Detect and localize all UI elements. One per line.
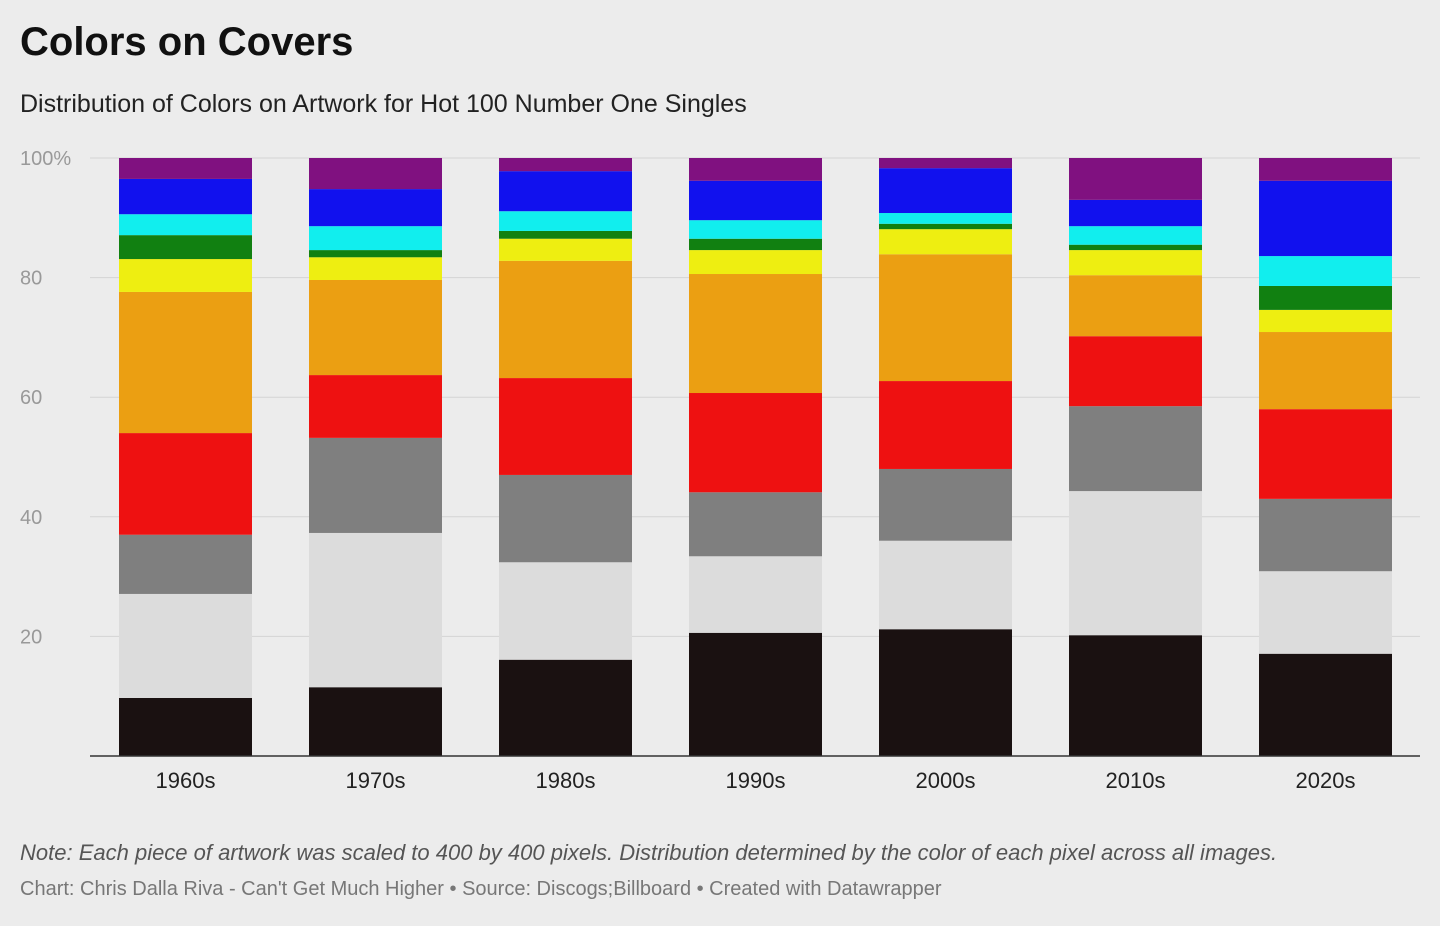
bar-segment-2010s-2 (1069, 406, 1202, 492)
y-tick-label: 60 (20, 387, 42, 409)
y-tick-label: 100% (20, 148, 71, 170)
bar-segment-2000s-6 (879, 223, 1012, 230)
bar-segment-2010s-8 (1069, 199, 1202, 227)
bar-segment-1970s-1 (309, 532, 442, 688)
bar-segment-2010s-3 (1069, 336, 1202, 407)
bar-segment-1970s-2 (309, 437, 442, 533)
bar-segment-1970s-3 (309, 375, 442, 438)
x-tick-label: 1970s (346, 768, 406, 793)
bar-segment-2010s-0 (1069, 635, 1202, 756)
bar-segment-1970s-8 (309, 189, 442, 227)
bar-segment-1990s-5 (689, 250, 822, 275)
bar-segment-1990s-3 (689, 393, 822, 493)
bar-segment-2000s-2 (879, 468, 1012, 541)
bar-segment-1980s-3 (499, 378, 632, 475)
bar-segment-2010s-9 (1069, 158, 1202, 200)
x-tick-label: 2020s (1296, 768, 1356, 793)
bar-segment-1990s-9 (689, 158, 822, 181)
x-tick-label: 1980s (536, 768, 596, 793)
bar-segment-1960s-4 (119, 291, 252, 434)
bar-segment-1980s-8 (499, 171, 632, 212)
bar-segment-2010s-6 (1069, 244, 1202, 251)
bar-segment-2020s-3 (1259, 409, 1392, 499)
bar-segment-1990s-2 (689, 492, 822, 557)
chart-note: Note: Each piece of artwork was scaled t… (20, 840, 1278, 865)
bar-segment-2000s-1 (879, 540, 1012, 630)
y-tick-label: 80 (20, 268, 42, 290)
chart-credits: Chart: Chris Dalla Riva - Can't Get Much… (20, 878, 942, 900)
x-tick-label: 2010s (1106, 768, 1166, 793)
bar-segment-2010s-7 (1069, 226, 1202, 245)
bar-segment-2000s-9 (879, 158, 1012, 169)
bar-segment-1970s-9 (309, 158, 442, 190)
bar-segment-1970s-0 (309, 687, 442, 756)
bar-segment-2000s-8 (879, 168, 1012, 214)
bar-segment-2020s-2 (1259, 498, 1392, 572)
bar-segment-1990s-0 (689, 632, 822, 756)
chart-title: Colors on Covers (20, 20, 354, 64)
bar-segment-1960s-1 (119, 593, 252, 698)
bar-segment-1960s-6 (119, 235, 252, 260)
bar-segment-1970s-5 (309, 257, 442, 280)
chart-subtitle: Distribution of Colors on Artwork for Ho… (20, 90, 747, 118)
x-tick-label: 1990s (726, 768, 786, 793)
bar-segment-2000s-3 (879, 381, 1012, 469)
bar-segment-2020s-8 (1259, 180, 1392, 257)
bar-segment-1990s-6 (689, 238, 822, 251)
bar-segment-1990s-4 (689, 274, 822, 394)
bar-segment-1990s-8 (689, 180, 822, 221)
bar-segment-1960s-7 (119, 214, 252, 236)
bar-segment-1980s-7 (499, 211, 632, 231)
bar-segment-2020s-9 (1259, 158, 1392, 181)
bar-segment-1980s-2 (499, 474, 632, 563)
bar-segment-1960s-8 (119, 178, 252, 215)
bar-segment-1960s-9 (119, 158, 252, 179)
bar-segment-2020s-4 (1259, 332, 1392, 410)
bar-segment-2000s-4 (879, 254, 1012, 382)
y-tick-label: 20 (20, 626, 42, 648)
bar-segment-1980s-4 (499, 260, 632, 379)
bar-segment-2010s-1 (1069, 491, 1202, 636)
bar-segment-1990s-1 (689, 556, 822, 633)
bar-segment-2020s-0 (1259, 653, 1392, 756)
bar-segment-2000s-5 (879, 229, 1012, 255)
bar-segment-2010s-4 (1069, 275, 1202, 337)
bar-segment-2020s-7 (1259, 256, 1392, 286)
bar-segment-2020s-1 (1259, 571, 1392, 654)
y-tick-label: 40 (20, 507, 42, 529)
bar-segment-2020s-5 (1259, 309, 1392, 333)
bar-segment-1960s-5 (119, 259, 252, 292)
bar-segment-1990s-7 (689, 220, 822, 239)
bar-segment-1980s-5 (499, 238, 632, 261)
bar-segment-1960s-0 (119, 697, 252, 756)
x-tick-label: 2000s (916, 768, 976, 793)
bar-segment-2010s-5 (1069, 250, 1202, 276)
bar-segment-1980s-9 (499, 158, 632, 172)
bar-segment-2000s-7 (879, 213, 1012, 224)
bar-segment-1960s-3 (119, 433, 252, 535)
bar-segment-1970s-4 (309, 279, 442, 376)
bar-segment-1960s-2 (119, 534, 252, 594)
bar-segment-1980s-1 (499, 562, 632, 660)
bar-segment-2020s-6 (1259, 285, 1392, 310)
bar-segment-1980s-6 (499, 230, 632, 239)
bar-segment-2000s-0 (879, 629, 1012, 756)
bar-segment-1970s-7 (309, 226, 442, 251)
bar-segment-1980s-0 (499, 659, 632, 756)
bar-segment-1970s-6 (309, 250, 442, 258)
x-tick-label: 1960s (156, 768, 216, 793)
